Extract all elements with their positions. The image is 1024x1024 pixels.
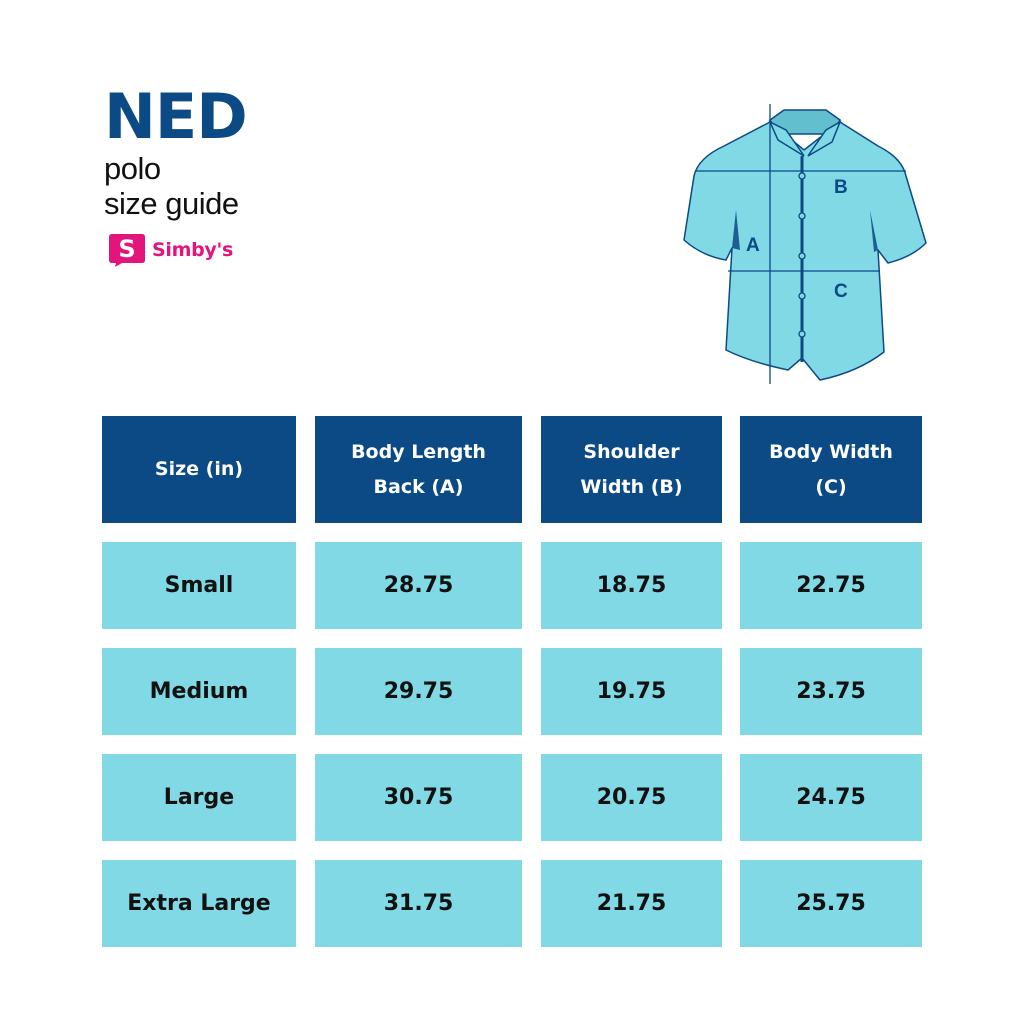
cell-shoulder-width: 20.75 bbox=[541, 754, 722, 841]
button-icon bbox=[798, 252, 806, 260]
measure-label-c: C bbox=[834, 281, 848, 302]
cell-body-length: 30.75 bbox=[315, 754, 522, 841]
button-icon bbox=[798, 330, 806, 338]
simbys-logo-icon: S bbox=[109, 234, 145, 267]
measure-label-a: A bbox=[746, 235, 760, 256]
cell-body-length: 29.75 bbox=[315, 648, 522, 735]
cell-body-width: 22.75 bbox=[740, 542, 922, 629]
cell-size: Small bbox=[102, 542, 296, 629]
cell-body-width: 24.75 bbox=[740, 754, 922, 841]
cell-shoulder-width: 19.75 bbox=[541, 648, 722, 735]
cell-shoulder-width: 21.75 bbox=[541, 860, 722, 947]
right-side-shade bbox=[870, 210, 878, 252]
left-side-shade bbox=[732, 210, 740, 250]
header-body-length: Body Length Back (A) bbox=[315, 416, 522, 523]
shirt-body bbox=[683, 121, 927, 381]
cell-body-width: 23.75 bbox=[740, 648, 922, 735]
button-icon bbox=[798, 172, 806, 180]
button-icon bbox=[798, 212, 806, 220]
header-shoulder-width: Shoulder Width (B) bbox=[541, 416, 722, 523]
cell-body-length: 28.75 bbox=[315, 542, 522, 629]
measure-label-b: B bbox=[834, 177, 848, 198]
shirt-measurement-diagram: A B C bbox=[683, 104, 927, 384]
collar-right bbox=[807, 120, 842, 157]
cell-size: Large bbox=[102, 754, 296, 841]
cell-shoulder-width: 18.75 bbox=[541, 542, 722, 629]
cell-body-width: 25.75 bbox=[740, 860, 922, 947]
brand-name: Simby's bbox=[152, 239, 234, 261]
collar-left bbox=[768, 120, 805, 157]
header-body-width: Body Width (C) bbox=[740, 416, 922, 523]
product-type: polo bbox=[104, 151, 161, 186]
header-size: Size (in) bbox=[102, 416, 296, 523]
cell-size: Medium bbox=[102, 648, 296, 735]
button-icon bbox=[798, 292, 806, 300]
guide-label: size guide bbox=[104, 186, 239, 221]
cell-body-length: 31.75 bbox=[315, 860, 522, 947]
product-title: NED bbox=[104, 80, 248, 153]
brand-logo-group: S Simby's bbox=[108, 232, 233, 268]
logo-letter: S bbox=[118, 235, 135, 263]
cell-size: Extra Large bbox=[102, 860, 296, 947]
